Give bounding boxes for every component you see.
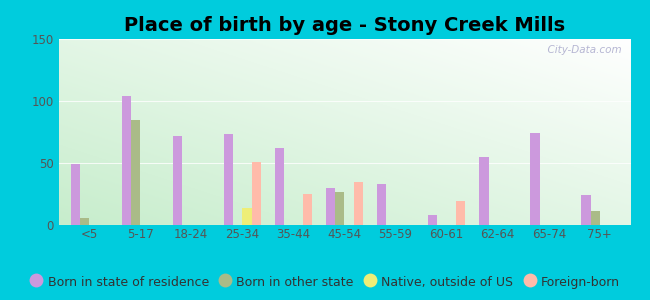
Bar (591, 212, 600, 225)
Bar (326, 188, 335, 225)
Bar (131, 120, 140, 225)
Bar (252, 162, 261, 225)
Bar (275, 148, 284, 225)
Bar (242, 208, 252, 225)
Title: Place of birth by age - Stony Creek Mills: Place of birth by age - Stony Creek Mill… (124, 16, 565, 35)
Bar (428, 215, 437, 225)
Bar (530, 133, 540, 225)
Legend: Born in state of residence, Born in other state, Native, outside of US, Foreign-: Born in state of residence, Born in othe… (25, 270, 625, 294)
Bar (224, 134, 233, 225)
Bar (582, 195, 591, 225)
Bar (71, 164, 80, 225)
Bar (479, 157, 489, 225)
Text: City-Data.com: City-Data.com (541, 45, 622, 55)
Bar (456, 201, 465, 225)
Bar (303, 194, 312, 225)
Bar (122, 96, 131, 225)
Bar (80, 218, 89, 225)
Bar (354, 182, 363, 225)
Bar (377, 184, 386, 225)
Bar (173, 136, 182, 225)
Bar (335, 191, 345, 225)
